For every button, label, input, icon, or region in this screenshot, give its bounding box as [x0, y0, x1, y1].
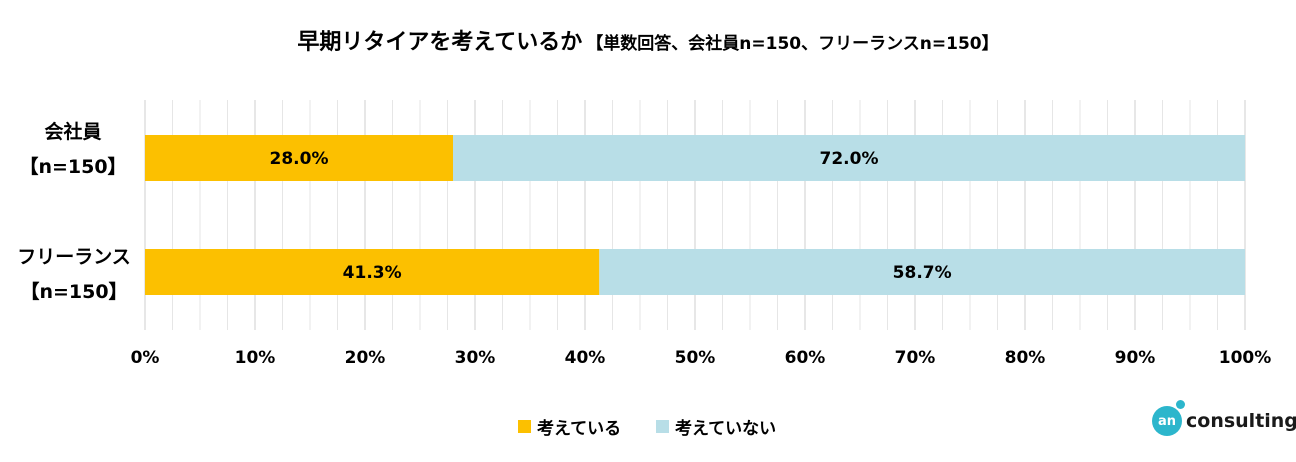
- chart-title: 早期リタイアを考えているか 【単数回答、会社員n=150、フリーランスn=150】: [0, 24, 1296, 56]
- x-tick-label: 100%: [1219, 348, 1272, 368]
- x-tick-label: 30%: [455, 348, 496, 368]
- category-name: フリーランス: [17, 246, 131, 268]
- category-n: 【n=150】: [19, 156, 127, 179]
- bar-segment: [145, 249, 600, 295]
- data-label: 41.3%: [343, 263, 402, 283]
- x-tick-label: 0%: [131, 348, 160, 368]
- data-label: 58.7%: [893, 263, 952, 283]
- data-label: 72.0%: [820, 149, 879, 169]
- legend-swatch: [518, 420, 531, 433]
- category-n: 【n=150】: [20, 281, 128, 304]
- chart-title-main: 早期リタイアを考えているか: [297, 30, 583, 55]
- legend-label: 考えていない: [675, 419, 777, 439]
- category-label-employee: 会社員 【n=150】: [18, 115, 128, 185]
- logo-wordmark: consulting: [1186, 410, 1296, 432]
- x-tick-label: 90%: [1115, 348, 1156, 368]
- legend-item-not-considering: 考えていない: [656, 414, 776, 439]
- chart-title-sub: 【単数回答、会社員n=150、フリーランスn=150】: [586, 34, 999, 54]
- x-tick-label: 80%: [1005, 348, 1046, 368]
- x-tick-label: 40%: [565, 348, 606, 368]
- x-tick-label: 20%: [345, 348, 386, 368]
- bar-segment: [145, 135, 453, 181]
- bar-segment: [599, 249, 1245, 295]
- bar-segment: [453, 135, 1245, 181]
- x-tick-label: 60%: [785, 348, 826, 368]
- legend-swatch: [656, 420, 669, 433]
- legend-label: 考えている: [537, 419, 622, 439]
- category-name: 会社員: [44, 121, 102, 143]
- x-tick-label: 10%: [235, 348, 276, 368]
- logo-mark-icon: an: [1152, 400, 1185, 436]
- x-tick-label: 50%: [675, 348, 716, 368]
- x-tick-label: 70%: [895, 348, 936, 368]
- brand-logo: an consulting: [1152, 400, 1296, 436]
- category-label-freelance: フリーランス 【n=150】: [14, 240, 134, 310]
- legend-item-considering: 考えている: [518, 414, 621, 439]
- data-label: 28.0%: [270, 149, 329, 169]
